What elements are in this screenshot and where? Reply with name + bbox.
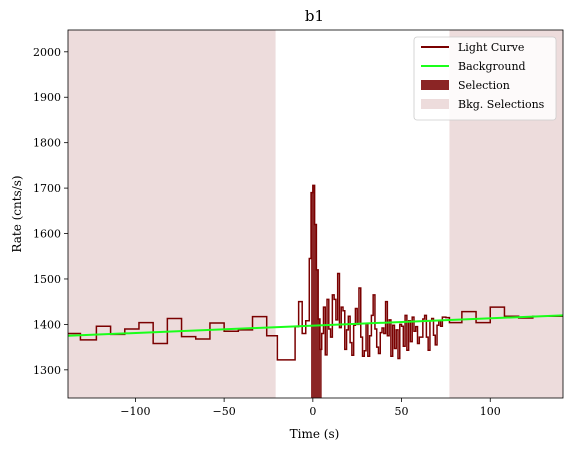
y-tick-label: 1600 xyxy=(33,228,61,241)
legend-label: Selection xyxy=(458,79,510,92)
x-axis-label: Time (s) xyxy=(290,427,340,441)
x-tick-label: 100 xyxy=(480,405,501,418)
background-fit-line xyxy=(68,314,563,337)
legend-frame xyxy=(413,36,557,121)
y-tick-label: 1800 xyxy=(33,137,61,150)
legend-label: Background xyxy=(458,60,526,73)
bkg-selection-fill-0 xyxy=(68,316,276,398)
y-tick-label: 1900 xyxy=(33,91,61,104)
legend: Light Curve Background Selection Bkg. Selec… xyxy=(413,36,557,121)
legend-label: Light Curve xyxy=(458,41,524,54)
legend-label: Bkg. Selections xyxy=(458,98,545,111)
y-tick-label: 1700 xyxy=(33,182,61,195)
y-axis-ticks: 1300 1400 1500 1600 1700 1800 1900 2000 xyxy=(33,46,68,377)
legend-swatch-patch xyxy=(421,99,449,109)
x-tick-label: −50 xyxy=(213,405,236,418)
y-tick-label: 1400 xyxy=(33,318,61,331)
x-axis-ticks: −100 −50 0 50 100 xyxy=(120,398,501,418)
selection-layer xyxy=(311,185,322,398)
y-tick-label: 2000 xyxy=(33,46,61,59)
x-tick-label: 0 xyxy=(309,405,316,418)
legend-entries: Light Curve Background Selection Bkg. Selec… xyxy=(421,41,545,111)
x-tick-label: 50 xyxy=(395,405,409,418)
selection-fill xyxy=(311,185,322,398)
legend-swatch-patch xyxy=(421,80,449,90)
bkg-selection-fill-1 xyxy=(449,307,563,398)
y-axis-label: Rate (cnts/s) xyxy=(10,175,24,252)
axes-frame xyxy=(67,29,564,399)
chart-title: b1 xyxy=(305,7,324,25)
x-tick-label: −100 xyxy=(120,405,150,418)
plot-area xyxy=(68,30,563,398)
y-tick-label: 1300 xyxy=(33,364,61,377)
y-tick-label: 1500 xyxy=(33,273,61,286)
